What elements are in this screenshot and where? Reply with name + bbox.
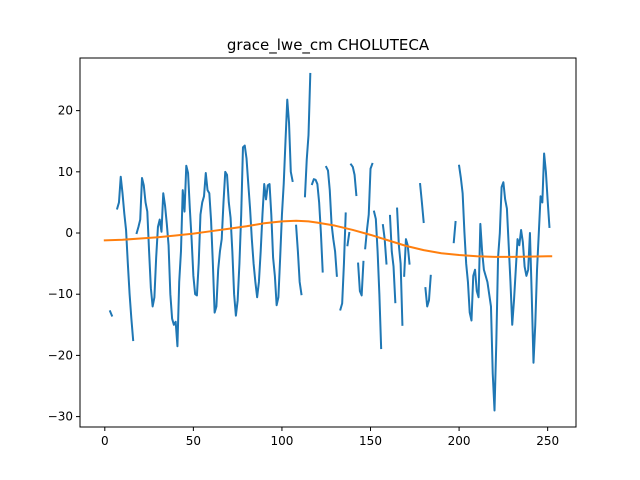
x-tick-label: 250 bbox=[536, 434, 559, 448]
chart-title: grace_lwe_cm CHOLUTECA bbox=[227, 36, 430, 55]
series-line-blue-segment-9 bbox=[346, 231, 351, 247]
series-line-blue-segment-4 bbox=[295, 224, 303, 296]
series-line-blue-segment-2 bbox=[115, 175, 135, 342]
series-line-blue-segment-11 bbox=[357, 260, 365, 297]
x-tick-label: 200 bbox=[448, 434, 471, 448]
series-seasonal-fit bbox=[103, 219, 553, 258]
series-line-blue-segment-7 bbox=[324, 165, 338, 277]
plot-frame bbox=[79, 57, 577, 428]
series-layer bbox=[103, 72, 553, 412]
tick-layer: 0 50 100 150 200 250 −30 −20 −10 0 10 20 bbox=[48, 104, 559, 448]
series-line-blue-segment-5 bbox=[303, 72, 312, 198]
y-tick-label: 20 bbox=[58, 104, 73, 118]
y-tick-label: 10 bbox=[58, 165, 73, 179]
x-tick-label: 150 bbox=[359, 434, 382, 448]
y-tick-label: −30 bbox=[48, 410, 73, 424]
series-line-blue-segment-16 bbox=[396, 207, 404, 326]
series-line-blue-segment-10 bbox=[349, 163, 358, 197]
series-line-blue-segment-12 bbox=[364, 162, 374, 250]
x-tick-label: 0 bbox=[101, 434, 109, 448]
series-line-blue-segment-6 bbox=[310, 178, 324, 273]
series-line-blue-segment-20 bbox=[452, 220, 457, 244]
series-line-blue-segment-19 bbox=[424, 274, 432, 308]
series-line-blue-segment-13 bbox=[372, 210, 383, 350]
y-tick-label: 0 bbox=[65, 226, 73, 240]
y-tick-label: −10 bbox=[48, 287, 73, 301]
series-line-blue-segment-21 bbox=[457, 152, 551, 412]
series-line-blue-segment-3 bbox=[135, 98, 294, 348]
series-line-blue-segment-17 bbox=[403, 238, 411, 277]
series-line-blue-segment-8 bbox=[339, 212, 347, 311]
y-tick-label: −20 bbox=[48, 348, 73, 362]
x-tick-label: 100 bbox=[270, 434, 293, 448]
series-line-blue-segment-18 bbox=[419, 182, 425, 224]
x-tick-label: 50 bbox=[186, 434, 201, 448]
series-line-orange-segment-1 bbox=[103, 219, 553, 258]
series-line-blue-segment-15 bbox=[388, 214, 397, 304]
series-line-blue-segment-1 bbox=[108, 310, 114, 317]
